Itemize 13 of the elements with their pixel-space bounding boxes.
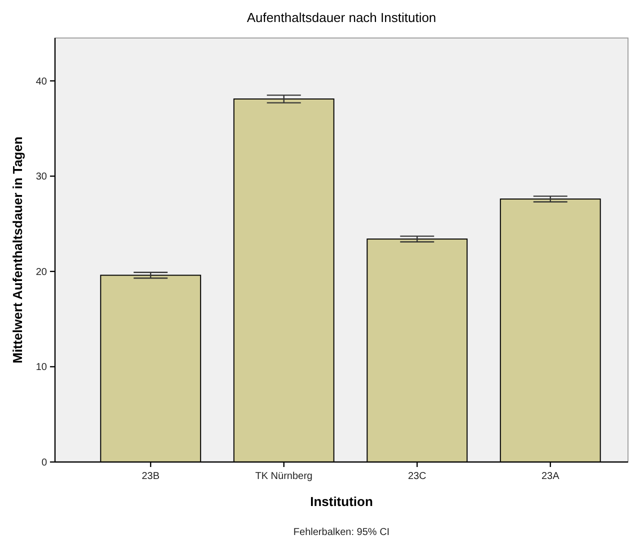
y-tick-label: 30	[36, 172, 48, 183]
x-tick-label: 23C	[408, 471, 426, 482]
y-tick-label: 10	[36, 362, 48, 374]
y-tick-label: 40	[36, 76, 48, 88]
chart-title: Aufenthaltsdauer nach Institution	[246, 10, 436, 25]
x-tick-label: TK Nürnberg	[255, 471, 312, 482]
y-axis-title: Mittelwert Aufenthaltsdauer in Tagen	[10, 136, 25, 364]
y-tick-label: 0	[41, 458, 48, 468]
x-tick-label: 23B	[142, 471, 160, 482]
x-tick-label: 23A	[541, 471, 560, 482]
x-axis-title: Institution	[310, 494, 373, 509]
y-tick-label: 20	[36, 266, 48, 278]
text: Fehlerbalken: 95% CI	[293, 527, 390, 538]
